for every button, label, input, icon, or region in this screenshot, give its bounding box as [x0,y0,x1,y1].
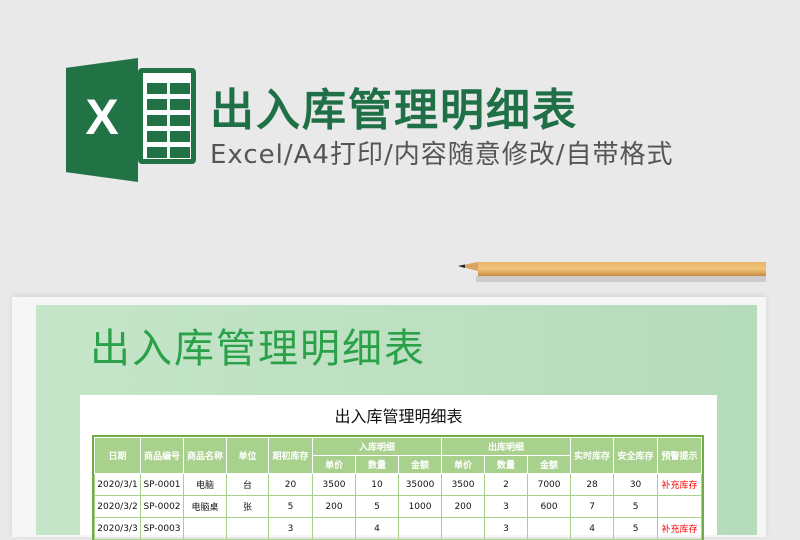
header-out-group: 出库明细 [441,437,572,456]
table-cell [183,517,227,540]
header-realtime: 实时库存 [570,437,615,474]
table-cell: 台 [226,473,269,496]
header-in-amount: 金额 [397,455,443,474]
header-out-price: 单价 [441,455,486,474]
table-cell: 4 [570,517,615,540]
preview-big-title: 出入库管理明细表 [90,326,426,372]
header-out-amount: 金额 [527,455,572,474]
table-row: 2020/3/3 SP-0003 3 4 3 4 5 补充库存 [94,517,703,540]
pencil-icon [458,262,766,282]
sheet-title: 出入库管理明细表 [334,407,463,426]
table-cell: 电脑 [183,473,227,496]
table-cell [312,517,356,540]
header-opening: 期初库存 [268,437,313,474]
header-name: 商品名称 [183,437,227,474]
headline: 出入库管理明细表 [210,85,578,136]
header-in-qty: 数量 [355,455,399,474]
table-cell: 5 [613,495,659,518]
table-cell: SP-0002 [140,495,184,518]
subheadline: Excel/A4打印/内容随意修改/自带格式 [210,140,674,170]
table-cell: 600 [527,495,572,518]
table-cell: 张 [226,495,269,518]
table-cell: 3 [484,517,529,540]
table-cell [527,517,572,540]
header-date: 日期 [94,437,141,474]
inventory-table: 日期 商品编号 商品名称 单位 期初库存 入库明细 出库明细 实时库存 安全库存… [91,435,705,540]
worksheet-preview: 出入库管理明细表 日期 商品编号 商品名称 单位 期初库存 入库明细 出库明细 … [80,395,717,540]
table-cell: 电脑桌 [183,495,227,518]
table-cell: 35000 [397,473,443,496]
header-alert: 预警提示 [657,437,703,474]
alert-cell [657,495,703,518]
table-cell [397,517,443,540]
header-out-qty: 数量 [484,455,529,474]
header-in-group: 入库明细 [311,437,443,456]
table-cell: 10 [355,473,399,496]
alert-cell: 补充库存 [657,517,703,540]
table-cell: 30 [613,473,659,496]
header-unit: 单位 [226,437,269,474]
table-cell: 7000 [527,473,572,496]
table-cell [226,517,269,540]
logo-letter: X [85,89,119,145]
table-cell: 20 [268,473,313,496]
table-cell: 3500 [312,473,356,496]
table-cell: 5 [355,495,399,518]
header-in-price: 单价 [312,455,356,474]
header-code: 商品编号 [140,437,184,474]
excel-logo-icon: X [66,58,196,182]
spreadsheet-grid-icon [138,68,196,164]
table-row: 2020/3/1 SP-0001 电脑台 20 3500 10 35000 3500 2 7000… [94,473,703,496]
table-cell: 3 [484,495,529,518]
table-cell: 2 [484,473,529,496]
table-cell: 2020/3/2 [94,495,141,518]
table-cell: SP-0003 [140,517,184,540]
table-cell: 200 [441,495,486,518]
table-cell: 4 [355,517,399,540]
table-cell: 7 [570,495,615,518]
table-cell: SP-0001 [140,473,184,496]
table-cell: 3 [268,517,313,540]
table-cell: 2020/3/1 [94,473,141,496]
table-cell: 5 [268,495,313,518]
table-cell: 200 [312,495,356,518]
alert-cell: 补充库存 [657,473,703,496]
table-row: 2020/3/2 SP-0002 电脑桌张 5 200 5 1000 200 3 600 7 5 [94,495,703,518]
table-cell: 5 [613,517,659,540]
table-cell [441,517,486,540]
table-cell: 3500 [441,473,486,496]
table-cell: 2020/3/3 [94,517,141,540]
header-safety: 安全库存 [613,437,659,474]
table-cell: 1000 [397,495,443,518]
table-cell: 28 [570,473,615,496]
